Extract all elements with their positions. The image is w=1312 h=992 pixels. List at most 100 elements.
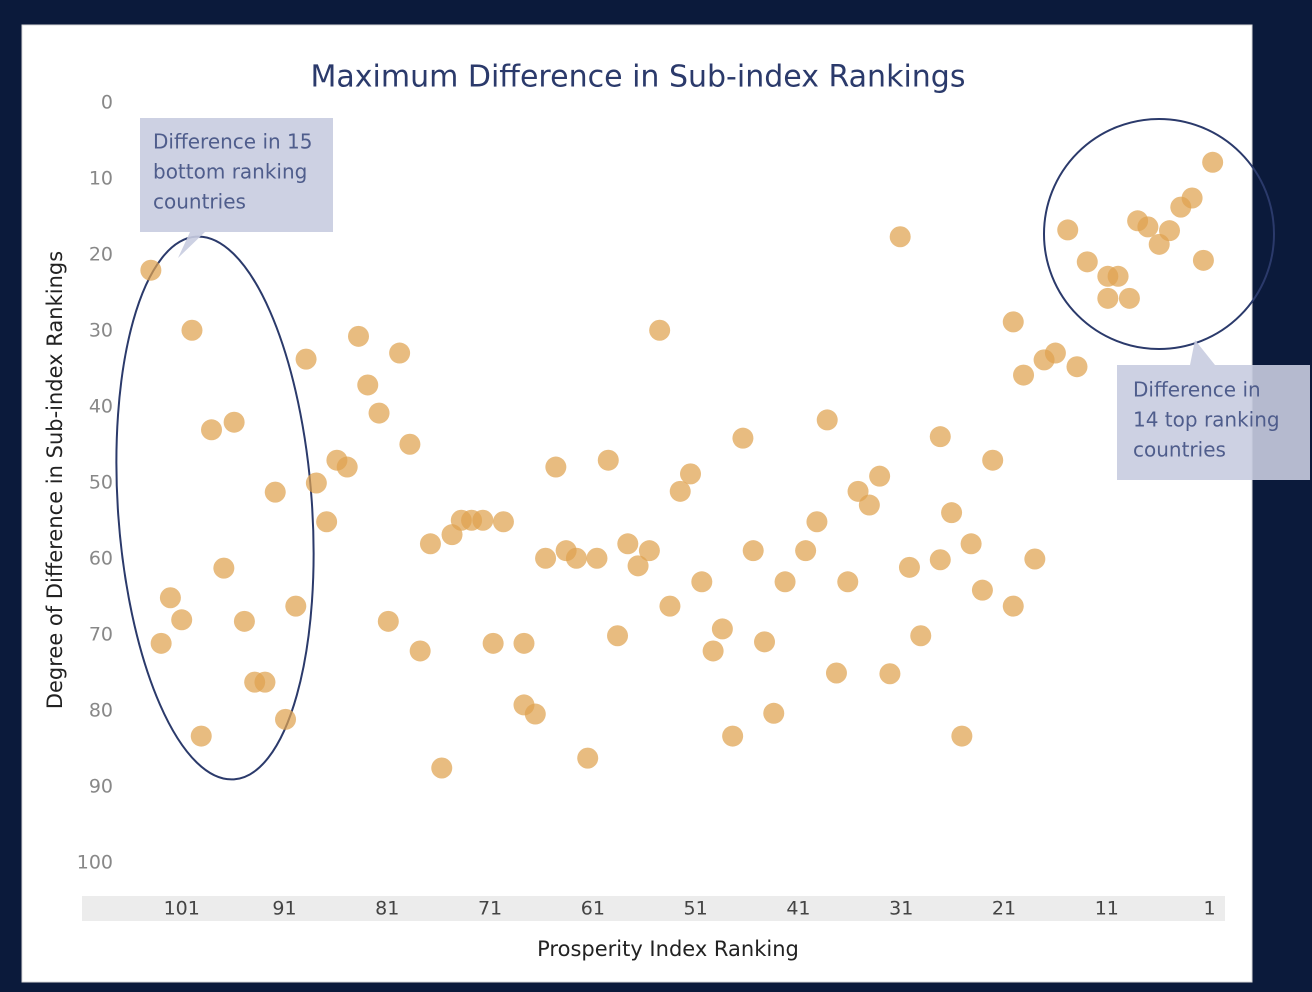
point: [1002, 595, 1024, 617]
point: [638, 540, 660, 562]
callout-box: [140, 118, 333, 258]
point: [1066, 356, 1088, 378]
point: [377, 610, 399, 632]
annotation-text: 14 top ranking: [1133, 408, 1280, 432]
point: [565, 547, 587, 569]
point: [295, 348, 317, 370]
point: [763, 702, 785, 724]
point: [368, 402, 390, 424]
point: [1181, 187, 1203, 209]
x-tick-label: 31: [889, 898, 913, 920]
x-tick-label: 101: [164, 898, 200, 920]
point: [1118, 287, 1140, 309]
point: [190, 725, 212, 747]
point: [305, 472, 327, 494]
y-tick-label: 70: [89, 624, 113, 646]
point: [213, 557, 235, 579]
point: [879, 663, 901, 685]
y-tick-label: 80: [89, 700, 113, 722]
point: [960, 533, 982, 555]
point: [159, 587, 181, 609]
point: [649, 319, 671, 341]
point: [711, 618, 733, 640]
x-tick-label: 81: [375, 898, 399, 920]
point: [1097, 287, 1119, 309]
point: [586, 547, 608, 569]
point: [941, 502, 963, 524]
x-tick-label: 71: [478, 898, 502, 920]
point: [691, 571, 713, 593]
y-tick-label: 0: [101, 92, 113, 114]
y-tick-label: 20: [89, 244, 113, 266]
point: [545, 456, 567, 478]
point: [898, 556, 920, 578]
point: [1057, 219, 1079, 241]
point: [869, 465, 891, 487]
annotation-text: countries: [153, 190, 246, 214]
point: [617, 533, 639, 555]
point: [1137, 216, 1159, 238]
chart-title: Maximum Difference in Sub-index Rankings: [311, 60, 966, 95]
point: [347, 325, 369, 347]
point: [357, 374, 379, 396]
point: [1192, 249, 1214, 271]
point: [233, 610, 255, 632]
point: [607, 625, 629, 647]
annotations: Difference in 15 bottom ranking countries D…: [153, 130, 1280, 462]
point: [254, 671, 276, 693]
x-axis-band: [82, 896, 1225, 921]
point: [1024, 548, 1046, 570]
x-tick-label: 41: [786, 898, 810, 920]
point: [971, 579, 993, 601]
annotation-text: bottom ranking: [153, 160, 307, 184]
x-tick-label: 91: [272, 898, 296, 920]
y-tick-label: 30: [89, 320, 113, 342]
point: [1202, 151, 1224, 173]
y-tick-label: 40: [89, 396, 113, 418]
point: [982, 449, 1004, 471]
y-tick-label: 50: [89, 472, 113, 494]
callout-box: [1117, 340, 1310, 480]
point: [669, 480, 691, 502]
point: [409, 640, 431, 662]
point: [816, 409, 838, 431]
point: [806, 511, 828, 533]
point: [929, 426, 951, 448]
point: [275, 708, 297, 730]
point: [513, 632, 535, 654]
y-tick-label: 100: [77, 852, 113, 874]
point: [223, 411, 245, 433]
point: [795, 540, 817, 562]
x-tick-label: 11: [1095, 898, 1119, 920]
point: [316, 511, 338, 533]
point: [150, 632, 172, 654]
point: [910, 625, 932, 647]
point: [1044, 342, 1066, 364]
y-tick-label: 90: [89, 776, 113, 798]
point: [472, 509, 494, 531]
points: [140, 151, 1224, 779]
annotation-text: Difference in: [1133, 378, 1261, 402]
top-group-outline: [1043, 118, 1275, 350]
y-tick-label: 60: [89, 548, 113, 570]
point: [1013, 364, 1035, 386]
point: [722, 725, 744, 747]
point: [837, 571, 859, 593]
point: [181, 319, 203, 341]
point: [754, 631, 776, 653]
point: [742, 540, 764, 562]
x-axis-label: Prosperity Index Ranking: [537, 937, 799, 961]
point: [285, 595, 307, 617]
point: [419, 533, 441, 555]
point: [929, 549, 951, 571]
x-tick-label: 51: [684, 898, 708, 920]
point: [889, 226, 911, 248]
point: [399, 433, 421, 455]
point: [774, 571, 796, 593]
point: [201, 419, 223, 441]
point: [732, 427, 754, 449]
point: [659, 595, 681, 617]
point: [577, 747, 599, 769]
y-axis-label: Degree of Difference in Sub-index Rankin…: [43, 251, 67, 709]
